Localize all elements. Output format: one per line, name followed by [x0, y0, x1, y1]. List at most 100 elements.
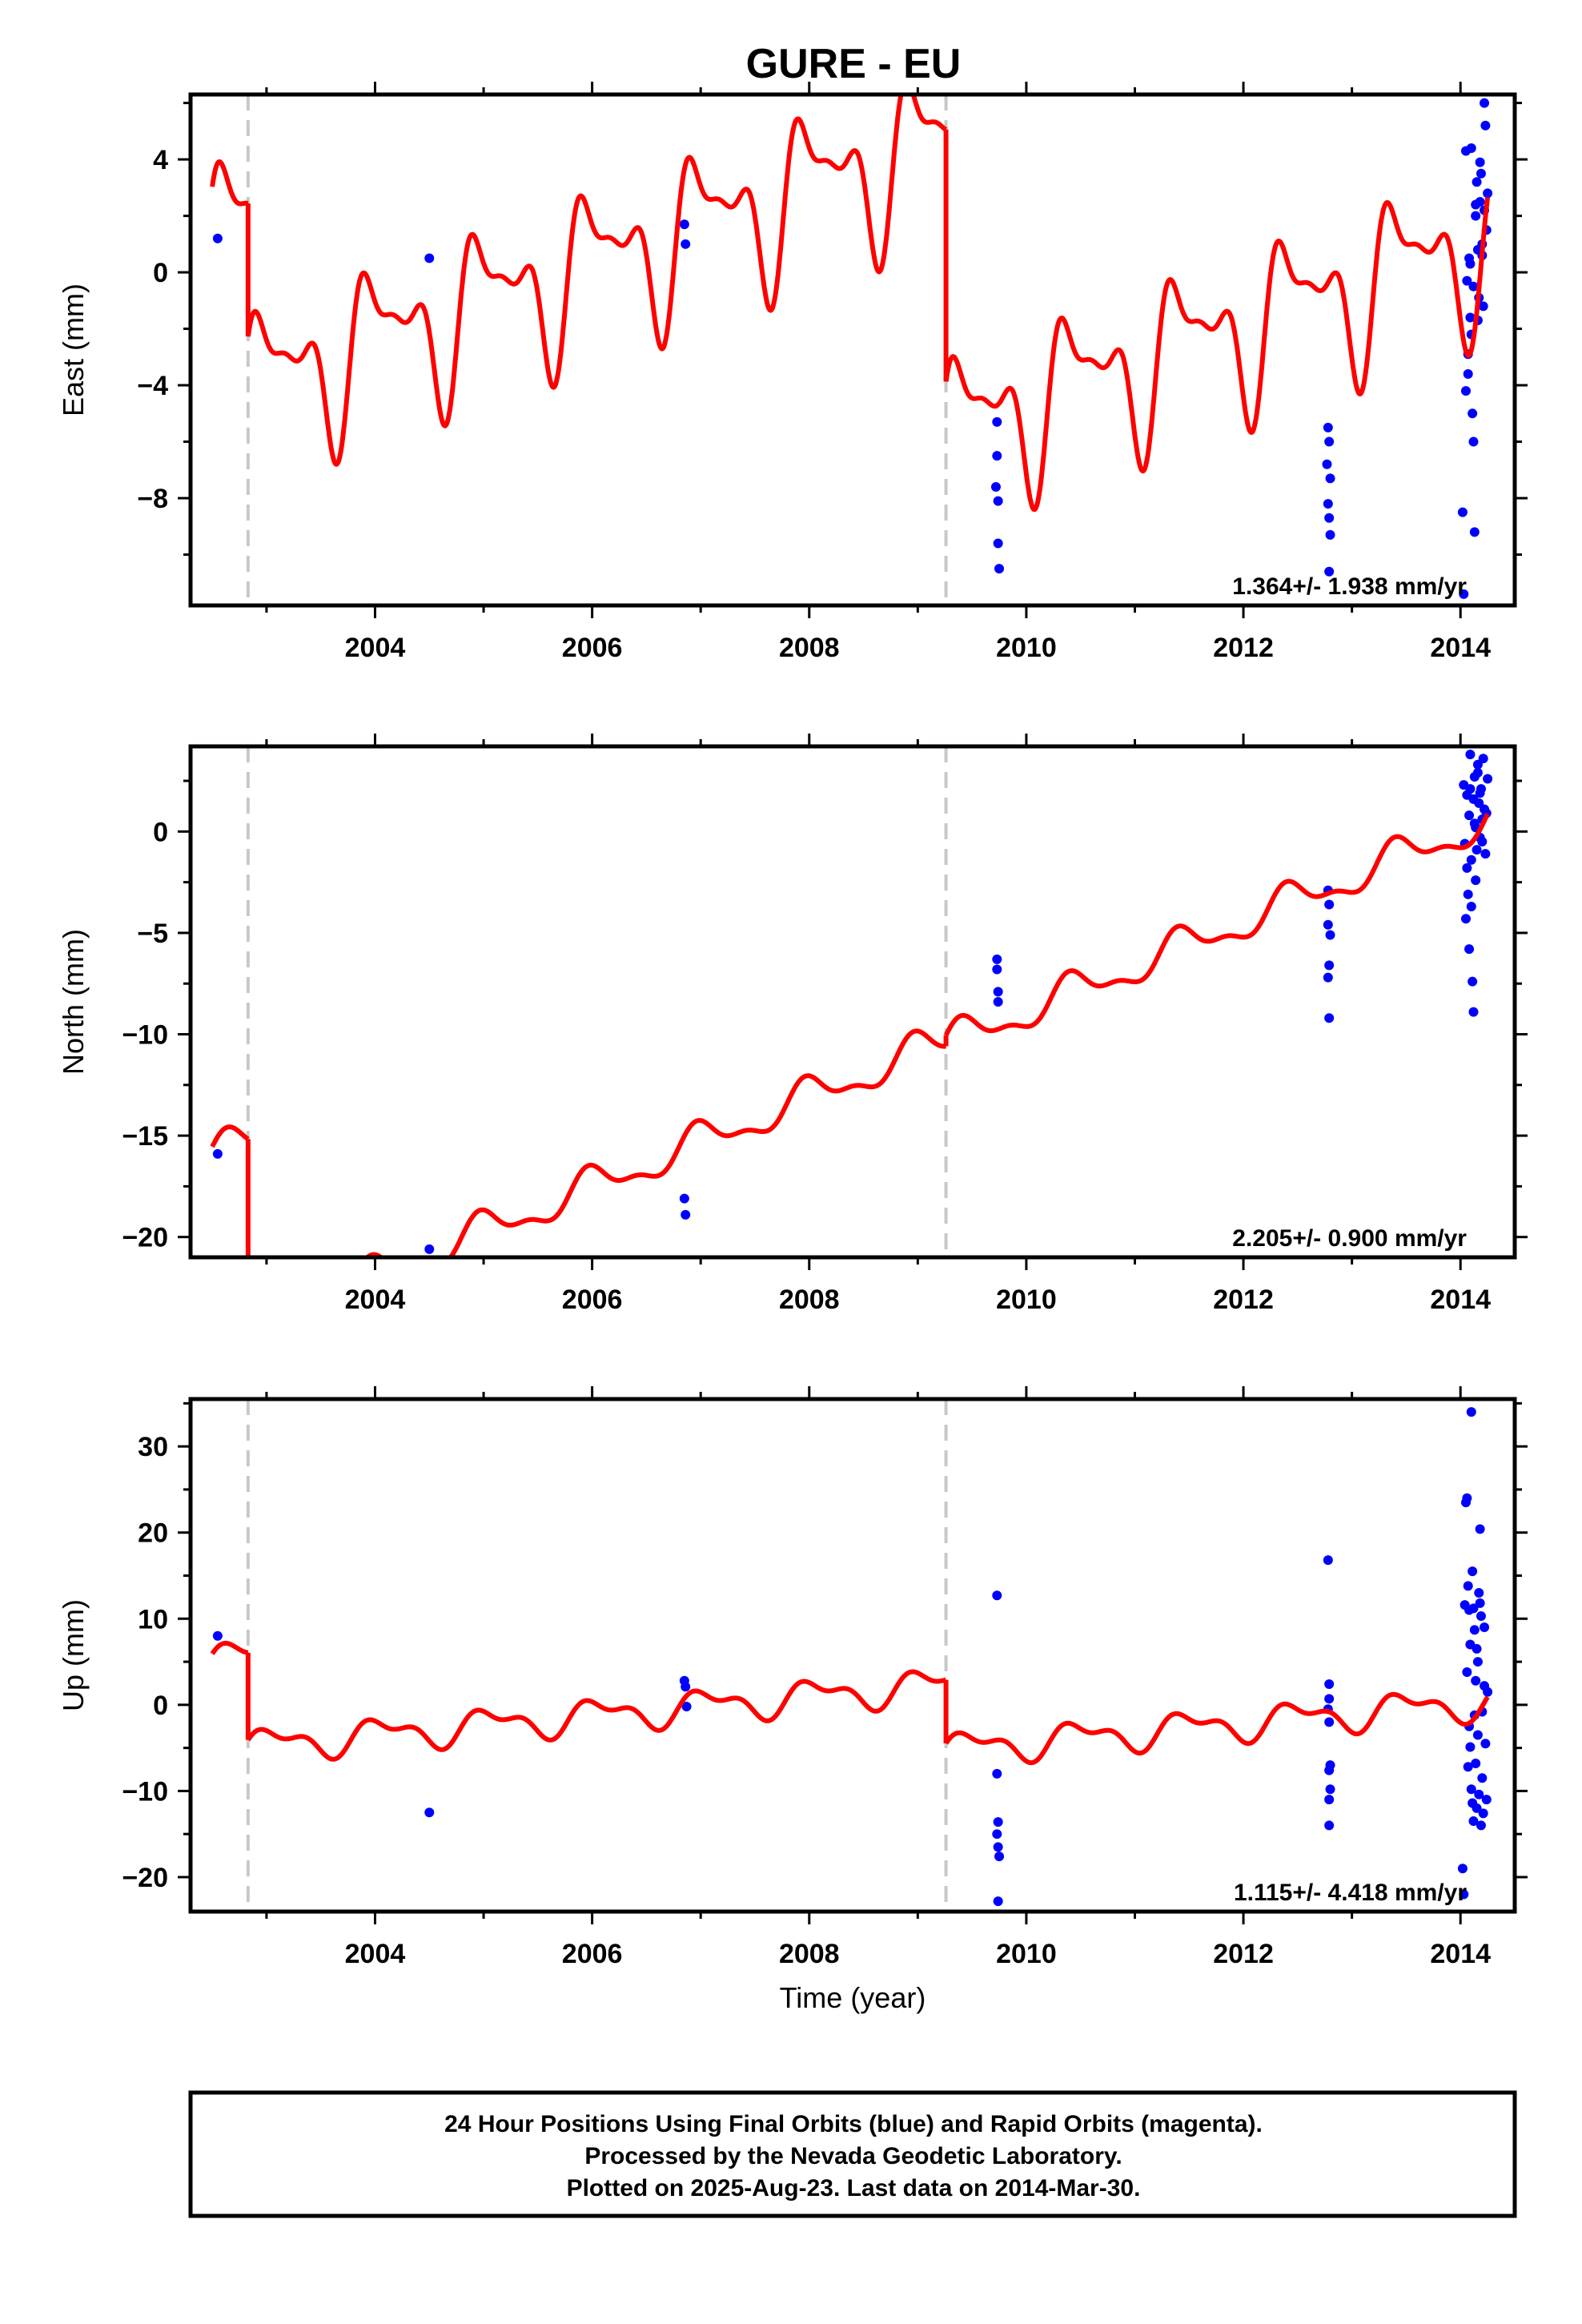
- data-point: [679, 219, 689, 230]
- y-tick-label: 4: [153, 145, 168, 175]
- x-tick-label: 2008: [779, 633, 840, 663]
- data-point: [1324, 1679, 1335, 1690]
- data-point: [1465, 784, 1476, 794]
- data-point: [1464, 944, 1475, 955]
- data-point: [1468, 1603, 1479, 1614]
- plot-area: [210, 94, 1493, 599]
- data-point: [424, 253, 435, 263]
- data-point: [1324, 1820, 1335, 1831]
- y-tick-label: −10: [122, 1020, 168, 1051]
- x-tick-label: 2006: [562, 633, 623, 663]
- data-point: [1466, 1784, 1476, 1795]
- data-point: [992, 1829, 1002, 1839]
- plot-area: [210, 750, 1493, 1257]
- y-tick-label: 0: [153, 817, 168, 847]
- y-tick-label: −5: [137, 919, 168, 949]
- data-point: [1462, 1667, 1472, 1677]
- data-point: [212, 233, 223, 243]
- data-point: [1472, 1657, 1483, 1667]
- x-tick-label: 2008: [779, 1285, 840, 1315]
- data-point: [1322, 459, 1332, 469]
- panel-up: 2004 2006 2008 2010 2012 2014 −20 −10 0 10 20 30 Up …: [57, 1386, 1528, 2014]
- data-point: [1471, 875, 1481, 886]
- data-point: [1483, 188, 1493, 199]
- data-point: [992, 1590, 1002, 1601]
- data-point: [1478, 754, 1488, 764]
- data-point: [1472, 767, 1483, 778]
- data-point: [1468, 1566, 1478, 1577]
- data-point: [1466, 1407, 1476, 1417]
- data-point: [1471, 1758, 1481, 1768]
- panel-frame: [188, 1397, 1517, 1914]
- data-point: [1475, 1524, 1485, 1534]
- data-point: [1460, 386, 1471, 396]
- data-point: [1323, 972, 1333, 983]
- x-tick-label: 2010: [996, 1285, 1057, 1315]
- data-point: [1481, 1795, 1492, 1805]
- data-point: [1459, 589, 1469, 599]
- data-point: [1472, 845, 1482, 855]
- data-point: [992, 451, 1002, 461]
- data-point: [1471, 1675, 1481, 1686]
- model-line: [246, 1669, 948, 1762]
- data-point: [1465, 259, 1476, 269]
- data-point: [1468, 1816, 1479, 1827]
- data-point: [992, 964, 1002, 975]
- y-tick-label: −20: [122, 1863, 168, 1893]
- data-point: [1468, 281, 1479, 292]
- data-point: [1483, 774, 1493, 784]
- footer-frame: [188, 2090, 1517, 2218]
- x-tick-label: 2012: [1213, 1285, 1274, 1315]
- model-line: [210, 159, 250, 207]
- data-point: [992, 954, 1002, 964]
- panel-frame: [188, 92, 1517, 608]
- panel-north: 2004 2006 2008 2010 2012 2014 −20 −15 −10 −5 0 Nort…: [57, 734, 1528, 1315]
- plot-area: [210, 1407, 1493, 1907]
- data-point: [993, 1896, 1003, 1907]
- data-point: [1323, 1555, 1333, 1566]
- data-point: [1474, 1588, 1484, 1598]
- data-point: [1468, 794, 1479, 804]
- data-point: [1471, 211, 1481, 221]
- x-tick-label: 2010: [996, 1939, 1057, 1969]
- data-point: [1324, 436, 1335, 447]
- x-axis-label: Time (year): [780, 1981, 926, 2014]
- data-point: [1466, 854, 1476, 865]
- y-tick-label: −20: [122, 1223, 168, 1253]
- y-tick-label: −10: [122, 1776, 168, 1807]
- data-point: [993, 997, 1003, 1007]
- data-point: [1457, 1864, 1468, 1874]
- x-tick-label: 2004: [345, 1939, 406, 1969]
- data-point: [1472, 177, 1482, 187]
- x-tick-label: 2006: [562, 1939, 623, 1969]
- data-point: [1324, 1694, 1335, 1704]
- data-point: [994, 564, 1005, 574]
- x-tick-label: 2012: [1213, 633, 1274, 663]
- model-line: [245, 94, 948, 467]
- data-point: [212, 1148, 223, 1159]
- x-tick-label: 2014: [1430, 633, 1491, 663]
- y-axis-label: North (mm): [57, 929, 90, 1075]
- data-point: [1324, 1717, 1335, 1727]
- data-point: [1463, 1581, 1473, 1591]
- data-point: [1462, 862, 1472, 873]
- rate-annotation: 1.115+/- 4.418 mm/yr: [1234, 1880, 1467, 1906]
- data-point: [993, 538, 1003, 549]
- data-point: [681, 1702, 692, 1711]
- model-line: [943, 813, 1490, 1036]
- data-point: [681, 1682, 691, 1692]
- y-tick-label: 20: [138, 1518, 168, 1549]
- y-axis-label: East (mm): [57, 283, 90, 416]
- x-tick-label: 2004: [345, 1285, 406, 1315]
- data-point: [1475, 788, 1485, 798]
- data-point: [1323, 499, 1333, 509]
- data-point: [1460, 914, 1471, 924]
- data-point: [1477, 1773, 1488, 1783]
- data-point: [993, 1817, 1003, 1827]
- data-point: [1468, 1007, 1479, 1017]
- data-point: [1324, 960, 1335, 971]
- y-tick-label: 0: [153, 1691, 168, 1721]
- data-point: [681, 239, 691, 249]
